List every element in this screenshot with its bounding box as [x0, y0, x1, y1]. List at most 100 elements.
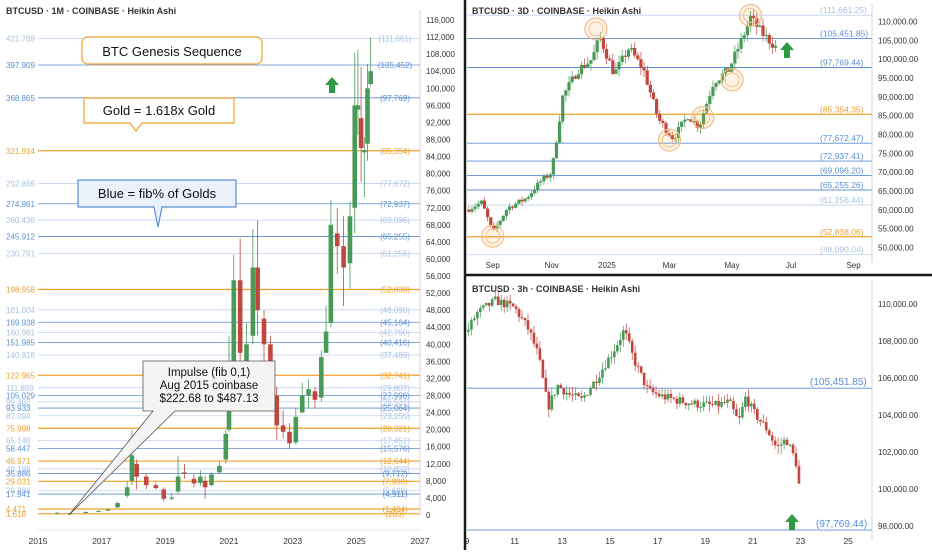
- left-candle-body: [280, 425, 286, 432]
- bottomright-candle-body: [508, 300, 512, 304]
- topright-candle-body: [511, 206, 515, 208]
- bottomright-candle-body: [714, 400, 717, 405]
- bottomright-candle-body: [744, 396, 747, 407]
- left-yaxis-tick-label: 48,000: [426, 306, 451, 315]
- left-yaxis-tick-label: 68,000: [426, 221, 451, 230]
- left-fib-price-label: (26,531): [380, 398, 410, 407]
- topright-pivot-circle: [657, 128, 682, 152]
- left-yaxis-tick-label: 0: [426, 511, 431, 520]
- topright-yaxis-tick-label: 110,000.00: [878, 17, 918, 26]
- bottomright-candle-body: [487, 302, 491, 306]
- left-candle-body: [175, 476, 181, 492]
- topright-candle-body: [482, 200, 487, 209]
- left-fib-price-label: (97,769): [380, 94, 410, 103]
- topright-pivot-circle-inner: [695, 109, 711, 125]
- bottomright-candle-body: [550, 395, 554, 410]
- left-candle-body: [124, 487, 130, 496]
- topright-pivot-circle-inner: [662, 132, 677, 148]
- bottomright-candle-body: [607, 357, 610, 369]
- bottomright-candle-body: [791, 444, 795, 454]
- bottomright-candle-body: [514, 306, 518, 310]
- annotation-genesis: BTC Genesis Sequence: [81, 36, 263, 65]
- bottomright-xaxis-tick-label: 21: [748, 536, 758, 546]
- bottomright-candle-body: [764, 422, 768, 431]
- bottomright-candle-body: [755, 409, 759, 420]
- bottomright-candle-body: [482, 305, 485, 308]
- bottomright-candle-body: [648, 385, 652, 389]
- left-fib-price-label: (61,256): [380, 250, 410, 259]
- bottomright-candle-body: [684, 402, 688, 406]
- left-yaxis-tick-label: 76,000: [426, 187, 451, 196]
- bottomright-yaxis-tick-label: 100,000.00: [878, 485, 919, 494]
- topright-candle-body: [608, 58, 612, 61]
- bottomright-candle-body: [559, 385, 563, 389]
- topright-candle-body: [617, 62, 621, 70]
- annotation-blue: Blue = fib% of Golds: [77, 179, 237, 228]
- left-candle-body: [198, 476, 203, 483]
- left-fib-price-label: (7,900): [382, 477, 408, 486]
- bottomright-candle-body: [630, 341, 634, 353]
- bottomright-candle-body: [473, 318, 476, 320]
- topright-candle-body: [655, 99, 659, 114]
- left-candle-body: [306, 389, 311, 396]
- left-candle-body: [274, 395, 280, 426]
- topright-up-arrow-icon: [780, 42, 794, 58]
- topright-candle-body: [748, 15, 753, 26]
- annotation-gold-text: Gold = 1.618x Gold: [103, 103, 215, 118]
- bottomright-fib-price-label: (105,451.85): [810, 377, 867, 388]
- topright-xaxis-tick-label: May: [725, 261, 740, 270]
- bottomright-candle-body: [750, 403, 753, 407]
- bottomright-candle-body: [770, 435, 774, 441]
- topright-candle-body: [548, 174, 552, 178]
- left-fib-pct-label: 46.971: [6, 457, 31, 466]
- bottomright-candle-body: [493, 296, 497, 300]
- bottomright-candle-body: [523, 318, 527, 321]
- bottomright-candle-body: [702, 402, 705, 408]
- bottomright-candle-body: [574, 393, 577, 396]
- left-fib-pct-label: 4.471: [6, 505, 27, 514]
- topright-pivot-circle: [691, 105, 715, 130]
- left-yaxis-tick-label: 56,000: [426, 272, 451, 281]
- topright-candle-body: [733, 51, 737, 64]
- left-yaxis-tick-label: 8,000: [426, 477, 447, 486]
- bottomright-candle-body: [499, 299, 503, 306]
- bottomright-candle-body: [732, 400, 735, 410]
- left-yaxis-tick-label: 108,000: [426, 50, 455, 59]
- topright-candle-body: [564, 90, 568, 96]
- bottomright-candle-body: [660, 394, 664, 397]
- topright-pivot-circle: [738, 3, 763, 27]
- bottomright-candle-body: [729, 399, 732, 401]
- left-fib-price-label: (20,321): [380, 424, 410, 433]
- topright-candle-body: [539, 181, 543, 183]
- topright-candle-body: [692, 121, 696, 123]
- topright-candle-body: [758, 25, 762, 27]
- topright-fib-price-label: (69,096.20): [820, 166, 864, 176]
- left-fib-price-label: (52,838): [380, 286, 410, 295]
- bottomright-xaxis-tick-label: 9: [465, 536, 470, 546]
- left-yaxis-tick-label: 52,000: [426, 289, 451, 298]
- topright-candle-body: [529, 193, 534, 198]
- topright-xaxis-tick-label: Nov: [545, 261, 559, 270]
- topright-candle-body: [658, 113, 662, 121]
- bottomright-candle-body: [717, 400, 720, 407]
- left-candle-body: [328, 224, 334, 323]
- left-candle-body: [161, 489, 167, 499]
- left-fib-price-label: (32,741): [380, 371, 410, 380]
- topright-candle-body: [664, 123, 668, 133]
- topright-candle-body: [742, 35, 746, 39]
- left-fib-pct-label: 40.198: [6, 465, 31, 474]
- topright-yaxis-tick-label: 75,000.00: [878, 149, 914, 158]
- topright-candle-body: [486, 208, 490, 218]
- bottomright-candle-body: [761, 421, 765, 423]
- bottomright-candle-body: [627, 333, 631, 342]
- topright-pivot-circle: [720, 68, 744, 92]
- bottomright-candle-body: [619, 339, 622, 346]
- topright-fib-price-label: (97,769.44): [820, 57, 864, 67]
- topright-candle-body: [489, 217, 493, 226]
- left-fib-pct-label: 20.886: [6, 487, 31, 496]
- topright-yaxis-tick-label: 60,000.00: [878, 206, 914, 215]
- bottomright-candle-body: [779, 444, 783, 446]
- left-candle-body: [368, 71, 373, 85]
- topright-pivot-circle: [584, 17, 608, 41]
